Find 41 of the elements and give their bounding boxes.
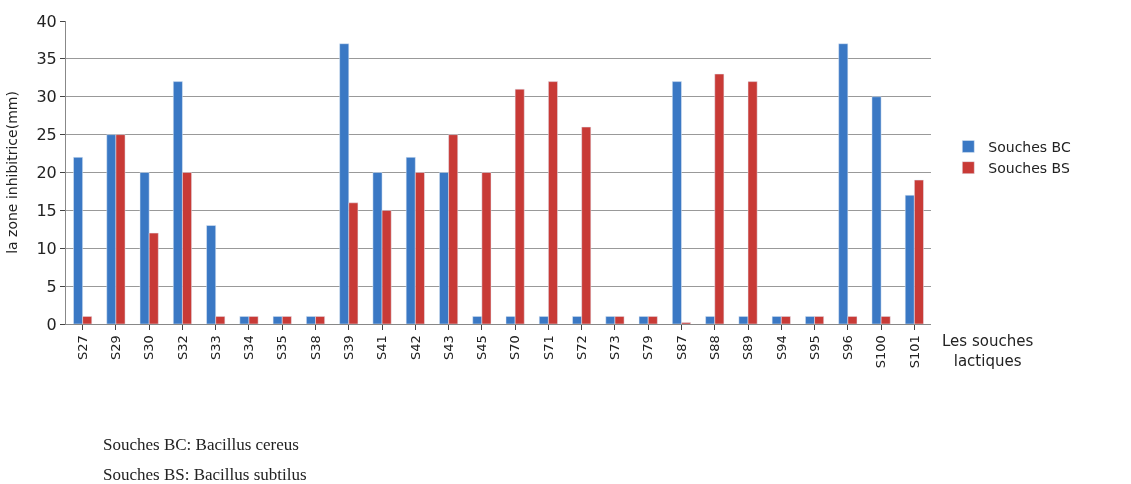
x-tick-label: S96	[840, 335, 856, 360]
x-tick-label: S71	[540, 335, 556, 360]
x-tick-label: S33	[207, 335, 223, 360]
x-tick-label: S35	[274, 335, 290, 360]
x-tick-label: S29	[108, 335, 124, 360]
x-tick-label: S88	[706, 335, 722, 360]
x-tick-label: S70	[507, 335, 523, 360]
x-tick-label: S32	[174, 335, 190, 360]
x-tick-label: S34	[241, 335, 257, 360]
x-tick-label: S39	[341, 335, 357, 360]
x-tick-label: S30	[141, 335, 157, 360]
text: Souches BS: Bacillus subtilus	[103, 465, 307, 484]
y-tick-label: 40	[36, 11, 57, 31]
x-tick-label: S101	[906, 335, 922, 369]
y-tick-label: 20	[36, 163, 57, 183]
y-tick-label: 0	[46, 314, 57, 334]
x-tick-label: S27	[74, 335, 90, 360]
y-tick-label: 25	[36, 125, 57, 145]
x-tick-label: S73	[607, 335, 623, 360]
x-tick-label: S87	[673, 335, 689, 360]
x-tick-label: S79	[640, 335, 656, 360]
y-tick-label: 30	[36, 87, 57, 107]
legend-label: Souches BC	[988, 138, 1071, 155]
x-tick-label: S42	[407, 335, 423, 360]
x-axis-title: Les souches lactiques	[942, 332, 1034, 370]
x-tick-label: S94	[773, 335, 789, 360]
legend-label: Souches BS	[988, 160, 1070, 177]
y-axis-title: la zone inhibitrice(mm)	[4, 91, 21, 254]
x-tick-label: S89	[740, 335, 756, 360]
x-tick-label: S100	[873, 335, 889, 369]
x-tick-label: S43	[440, 335, 456, 360]
y-tick-label: 15	[36, 200, 57, 220]
x-tick-label: S41	[374, 335, 390, 360]
y-tick-label: 35	[36, 49, 57, 69]
x-tick-label: S38	[307, 335, 323, 360]
x-tick-label: S72	[573, 335, 589, 360]
text: Souches BC: Bacillus cereus	[103, 435, 299, 454]
x-tick-label: S95	[806, 335, 822, 360]
y-tick-label: 10	[36, 238, 57, 258]
y-tick-label: 5	[46, 276, 57, 296]
x-tick-label: S45	[474, 335, 490, 360]
